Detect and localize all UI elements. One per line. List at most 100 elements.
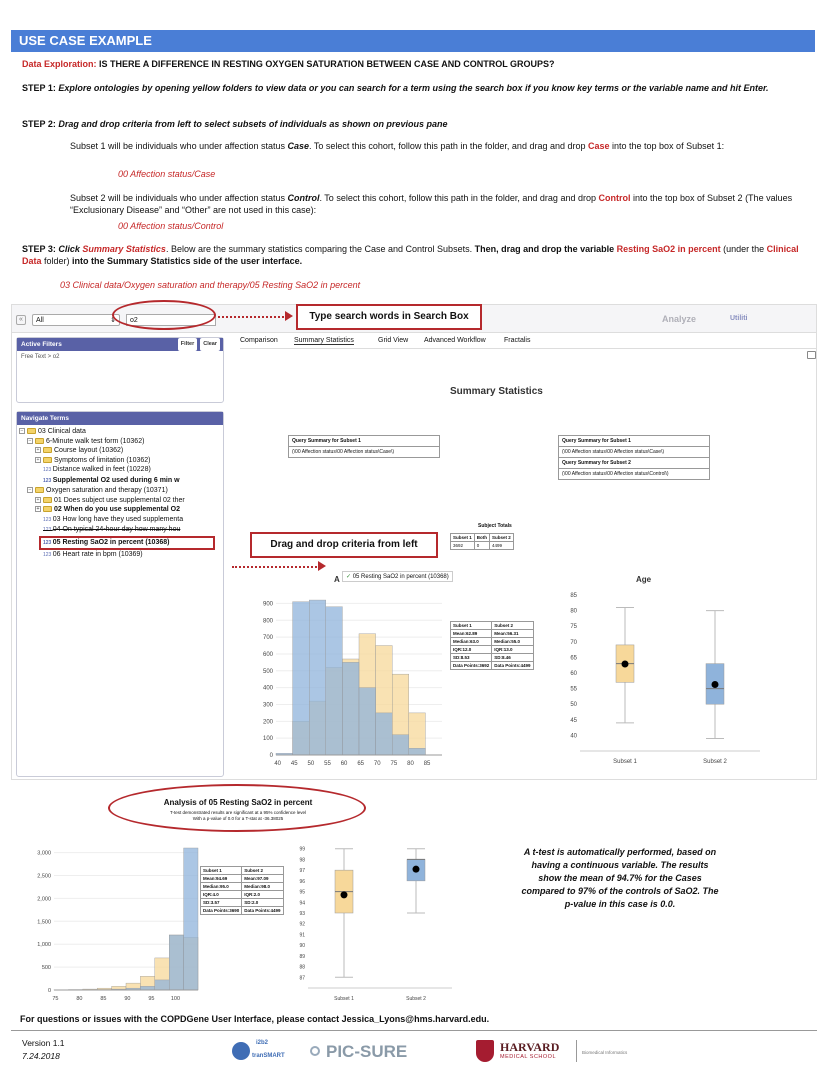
clear-button[interactable]: Clear	[200, 338, 220, 351]
tree-item[interactable]: + Course layout (10362)	[19, 446, 221, 456]
tree-item[interactable]: 123 04 On typical 24-hour day how many h…	[19, 525, 221, 536]
stats-cell: Data Points:4499	[241, 906, 284, 915]
numeric-icon: 123	[43, 527, 53, 533]
x-tick-label: 90	[124, 996, 130, 1002]
y-tick-label: 40	[570, 733, 577, 739]
y-tick-label: 3,000	[37, 851, 51, 857]
y-tick-label: 500	[42, 965, 51, 971]
folder-icon	[43, 506, 52, 513]
step3: STEP 3: Click Summary Statistics. Below …	[22, 243, 812, 267]
stats-cell: Median:63.0	[449, 637, 493, 646]
subset1-text-b: . To select this cohort, follow this pat…	[308, 141, 588, 151]
y-tick-label: 70	[570, 640, 577, 646]
drag-chip-label: 05 Resting SaO2 in percent (10368)	[352, 574, 449, 580]
filter-button[interactable]: Filter	[177, 338, 198, 351]
y-tick-label: 99	[299, 847, 305, 853]
arrow-icon	[318, 561, 326, 571]
tree-item[interactable]: + Symptoms of limitation (10362)	[19, 456, 221, 466]
tab-advanced-workflow[interactable]: Advanced Workflow	[424, 337, 486, 344]
tree-item[interactable]: 123 03 How long have they used supplemen…	[19, 515, 221, 526]
x-tick-label: 60	[341, 761, 348, 767]
expand-icon: +	[35, 506, 41, 513]
folder-icon	[43, 456, 52, 463]
step3-folder-end: folder)	[41, 256, 73, 266]
stats-cell: IQR:2.0	[241, 890, 284, 899]
tab-utilities[interactable]: Utiliti	[730, 315, 748, 322]
step2-label: STEP 2:	[22, 119, 56, 129]
x-tick-label: 55	[324, 761, 331, 767]
x-tick-label: 85	[100, 996, 106, 1002]
histogram-bar	[391, 734, 409, 756]
tree-item[interactable]: 123 Distance walked in feet (10228)	[19, 465, 221, 476]
analysis-highlight-ellipse	[108, 784, 366, 832]
tab-analyze[interactable]: Analyze	[662, 314, 697, 324]
print-icon[interactable]	[807, 351, 816, 359]
y-tick-label: 700	[263, 635, 274, 641]
tree-item-label: Course layout (10362)	[54, 447, 124, 454]
ttest-note: A t-test is automatically performed, bas…	[521, 847, 719, 909]
tree-item[interactable]: +02 When do you use supplemental O2	[19, 505, 221, 515]
y-tick-label: 1,000	[37, 942, 51, 948]
tree-item[interactable]: − Oxygen saturation and therapy (10371)	[19, 486, 221, 496]
analysis-title: Analysis of 05 Resting SaO2 in percent	[163, 798, 313, 807]
totals-header: Subset 2	[489, 533, 514, 542]
histogram-bar	[325, 606, 343, 756]
folder-icon	[43, 496, 52, 503]
search-callout: Type search words in Search Box	[296, 304, 482, 330]
step3-then: Then, drag and drop the variable	[474, 244, 617, 254]
mean-point	[340, 891, 348, 899]
step1-label: STEP 1:	[22, 83, 56, 93]
tab-summary-statistics[interactable]: Summary Statistics	[294, 337, 354, 345]
stats-cell: SD:8.53	[449, 653, 493, 662]
query-summary-heading: Query Summary for Subset 1	[289, 436, 439, 447]
x-tick-label: 45	[291, 761, 298, 767]
histogram-bar	[375, 712, 393, 756]
y-tick-label: 55	[570, 687, 577, 693]
numeric-icon: 123	[43, 516, 53, 523]
tab-fractalis[interactable]: Fractalis	[504, 337, 531, 344]
histogram-bar	[408, 748, 426, 756]
tree-item[interactable]: 123 Supplemental O2 used during 6 min w	[19, 476, 221, 487]
transmart-logo-icon	[232, 1042, 250, 1060]
age-boxplot: 40 45 50 55 60 65 70 75 80 85 Subset 1 Subset 2	[570, 593, 760, 765]
date: 7.24.2018	[22, 1051, 60, 1061]
stats-cell: Mean:56.31	[491, 629, 534, 638]
y-tick-label: 600	[263, 652, 274, 658]
stats-cell: Data Points:4499	[491, 661, 534, 670]
totals-value: 4499	[489, 541, 514, 550]
drag-chip[interactable]: ✓ 05 Resting SaO2 in percent (10368)	[342, 571, 453, 582]
picsure-logo: PIC-SURE	[326, 1042, 408, 1061]
tree-item-resting-sao2[interactable]: 123 05 Resting SaO2 in percent (10368)	[39, 535, 215, 550]
histogram-bar	[140, 986, 156, 991]
x-tick-label: 80	[76, 996, 82, 1002]
totals-value: 3692	[450, 541, 475, 550]
x-tick-label: 75	[391, 761, 398, 767]
sao2-histogram: 0 500 1,000 1,500 2,000 2,500 3,000 75 80 85 90 95 1…	[37, 847, 199, 1002]
free-text-filter[interactable]: Free Text > o2	[21, 354, 60, 360]
tree-item[interactable]: − 6-Minute walk test form (10362)	[19, 437, 221, 447]
subset2-control: Control	[287, 193, 320, 203]
stats-cell: SD:2.0	[241, 898, 284, 907]
subject-totals-table: Subset 1 Both Subset 2 3692 0 4499	[450, 533, 514, 550]
expand-icon: +	[35, 447, 41, 454]
stats-cell: Mean:94.69	[199, 874, 243, 883]
dbmi-logo: Biomedical Informatics	[582, 1050, 628, 1055]
y-tick-label: 1,500	[37, 919, 51, 925]
tree-item[interactable]: − 03 Clinical data	[19, 427, 221, 437]
analysis-subtitle: T-test demonstrated results are signific…	[150, 810, 326, 822]
tree-item[interactable]: 123 06 Heart rate in bpm (10369)	[19, 550, 221, 561]
y-tick-label: 60	[570, 671, 577, 677]
histogram-bar	[168, 934, 184, 991]
category-select[interactable]: All ⇕	[32, 314, 120, 326]
tab-comparison[interactable]: Comparison	[240, 337, 278, 344]
subset1-text-a: Subset 1 will be individuals who under a…	[70, 141, 288, 151]
tree-item-label: Oxygen saturation and therapy (10371)	[46, 487, 168, 494]
tab-grid-view[interactable]: Grid View	[378, 337, 409, 344]
y-tick-label: 300	[263, 702, 274, 708]
tree-item[interactable]: +01 Does subject use supplemental 02 the…	[19, 496, 221, 506]
collapse-button[interactable]: «	[16, 315, 26, 325]
query-summary-heading: Query Summary for Subset 2	[559, 457, 709, 469]
chevron-down-icon: ⇕	[110, 317, 116, 324]
step1-text: Explore ontologies by opening yellow fol…	[58, 83, 769, 93]
category-label: Subset 2	[703, 759, 727, 765]
